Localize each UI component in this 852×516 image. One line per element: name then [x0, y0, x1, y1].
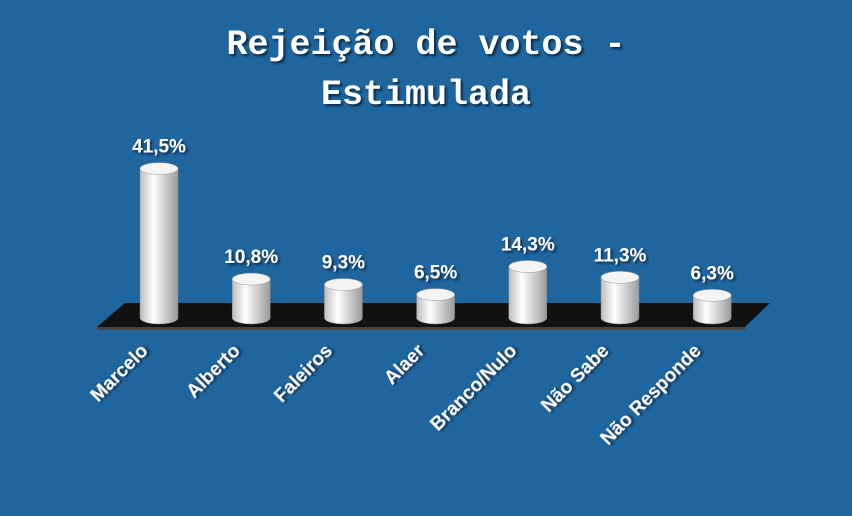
bar [600, 277, 640, 325]
bar [508, 266, 548, 325]
value-label: 6,5% [414, 263, 457, 284]
x-tick-label: Alberto [183, 341, 245, 403]
x-tick-label: Não Sabe [537, 341, 613, 417]
value-label: 41,5% [132, 137, 186, 158]
bar [692, 295, 732, 325]
x-tick-label: Faleiros [271, 341, 337, 407]
bar [231, 278, 271, 325]
x-tick-label: Não Responde [597, 341, 706, 450]
chart-title: Rejeição de votos - Estimulada [226, 25, 626, 115]
value-label: 9,3% [322, 253, 365, 274]
bar-top [600, 271, 640, 284]
bar-top [692, 289, 732, 302]
bar-top [416, 288, 455, 301]
bar-top [508, 260, 548, 273]
bar-top [324, 278, 363, 291]
floor-edge [97, 327, 745, 330]
bar-top [231, 272, 271, 286]
value-label: 11,3% [594, 245, 647, 266]
bar [324, 284, 363, 325]
bar [416, 294, 455, 325]
value-label: 14,3% [501, 235, 555, 256]
bar-top [139, 162, 179, 175]
bar [139, 168, 179, 325]
x-tick-label: Marcelo [87, 341, 153, 407]
x-tick-label: Alaer [381, 340, 430, 389]
value-label: 10,8% [224, 247, 278, 268]
value-label: 6,3% [691, 263, 734, 284]
x-tick-label: Branco/Nulo [427, 341, 522, 436]
